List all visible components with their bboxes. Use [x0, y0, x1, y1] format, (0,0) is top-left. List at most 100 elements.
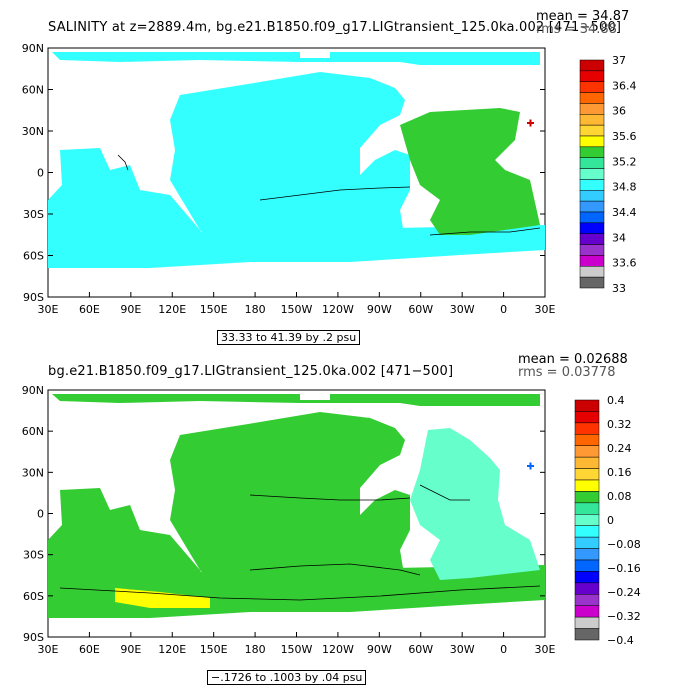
colorbar-swatch	[574, 479, 600, 492]
ocean-fill	[48, 52, 545, 268]
colorbar-swatch	[574, 571, 600, 584]
colorbar-swatch	[574, 468, 600, 481]
salinity-map: 30E 60E 90E 120E 150E 180 150W 120W 90W 60W 30W 0 30…	[22, 42, 637, 316]
x-tick-label: 150W	[281, 643, 313, 656]
colorbar-swatch	[579, 276, 605, 289]
colorbar-swatch	[579, 222, 605, 234]
colorbar-label: 34.4	[612, 206, 637, 219]
colorbar-label: 33	[612, 282, 626, 295]
colorbar-swatch	[579, 81, 605, 93]
x-tick-label: 0	[500, 643, 507, 656]
difference-map: 30E 60E 90E 120E 150E 180 150W 120W 90W 60W 30W 0 30…	[22, 384, 641, 656]
colorbar-swatch	[574, 399, 600, 412]
colorbar-swatch	[574, 525, 600, 538]
y-tick-label: 60S	[23, 250, 44, 263]
panel-title: SALINITY at z=2889.4m, bg.e21.B1850.f09_…	[48, 20, 622, 35]
x-tick-label: 60E	[79, 643, 100, 656]
x-tick-label: 60E	[79, 303, 100, 316]
colorbar-label: 0.08	[607, 490, 632, 503]
colorbar-swatch	[574, 445, 600, 458]
colorbar-swatch	[579, 255, 605, 267]
colorbar-label: 36	[612, 105, 626, 118]
y-tick-label: 60N	[22, 425, 44, 438]
colorbar-swatch	[579, 190, 605, 202]
y-tick-label: 90S	[23, 291, 44, 304]
y-tick-label: 0	[37, 508, 44, 521]
colorbar-label: −0.32	[607, 610, 641, 623]
y-axis: 90N 60N 30N 0 30S 60S 90S	[22, 384, 545, 644]
x-tick-label: 90W	[367, 303, 392, 316]
y-tick-label: 30N	[22, 125, 44, 138]
x-tick-label: 30E	[535, 303, 556, 316]
contour-lines	[59, 484, 541, 601]
difference-panel: bg.e21.B1850.f09_g17.LIGtransient_125.0k…	[0, 350, 700, 700]
colorbar: 37 36.4 36 35.6 35.2 34.8 34.4 34 33.6 33	[579, 54, 637, 295]
x-tick-label: 30E	[38, 303, 59, 316]
colorbar-swatch	[574, 594, 600, 606]
colorbar-swatch	[579, 59, 605, 72]
colorbar-label: 0.24	[607, 442, 632, 455]
x-tick-label: 60W	[408, 303, 433, 316]
x-tick-label: 180	[245, 303, 266, 316]
colorbar-swatch	[574, 411, 600, 424]
colorbar-label: −0.24	[607, 586, 641, 599]
y-tick-label: 30N	[22, 466, 44, 479]
colorbar-label: 36.4	[612, 79, 637, 92]
colorbar-label: 35.6	[612, 130, 637, 143]
colorbar-swatch	[579, 92, 605, 104]
colorbar-swatch	[579, 244, 605, 256]
colorbar-swatch	[579, 200, 605, 213]
x-axis: 30E 60E 90E 120E 150E 180 150W 120W 90W 60W 30W 0 30…	[38, 632, 556, 656]
y-tick-label: 90N	[22, 384, 44, 397]
colorbar-swatch	[574, 605, 600, 618]
x-tick-label: 180	[245, 643, 266, 656]
colorbar-swatch	[574, 536, 600, 549]
colorbar-label: 35.2	[612, 155, 637, 168]
x-tick-label: 30E	[535, 643, 556, 656]
y-tick-label: 60N	[22, 84, 44, 97]
colorbar-label: −0.08	[607, 538, 641, 551]
x-tick-label: 90E	[120, 303, 141, 316]
colorbar-label: 33.6	[612, 257, 637, 270]
colorbar-swatch	[579, 103, 605, 115]
colorbar-label: 0	[607, 514, 614, 527]
colorbar-swatch	[574, 559, 600, 572]
colorbar-swatch	[574, 422, 600, 435]
x-tick-label: 90E	[120, 643, 141, 656]
colorbar-label: 0.4	[607, 394, 625, 407]
colorbar-swatch	[574, 502, 600, 515]
colorbar: 0.4 0.32 0.24 0.16 0.08 0 −0.08 −0.16 −0.24 −0.32…	[574, 394, 641, 647]
colorbar-label: −0.4	[607, 634, 634, 647]
colorbar-swatch	[579, 146, 605, 158]
colorbar-label: −0.16	[607, 562, 641, 575]
contour-lines	[117, 154, 541, 236]
mean-label: mean = 0.02688	[518, 352, 628, 367]
colorbar-swatch	[574, 456, 600, 469]
colorbar-swatch	[574, 491, 600, 504]
colorbar-swatch	[579, 157, 605, 169]
colorbar-swatch	[579, 168, 605, 180]
x-tick-label: 30W	[450, 643, 475, 656]
colorbar-swatch	[574, 514, 600, 526]
colorbar-swatch	[579, 179, 605, 191]
x-tick-label: 120E	[158, 303, 186, 316]
panel-title: bg.e21.B1850.f09_g17.LIGtransient_125.0k…	[48, 364, 454, 379]
colorbar-swatch	[574, 628, 600, 641]
x-tick-label: 60W	[408, 643, 433, 656]
colorbar-swatch	[579, 135, 605, 148]
x-tick-label: 150W	[281, 303, 313, 316]
x-tick-label: 0	[500, 303, 507, 316]
colorbar-label: 0.16	[607, 466, 632, 479]
colorbar-swatch	[579, 233, 605, 245]
x-tick-label: 30W	[450, 303, 475, 316]
colorbar-label: 37	[612, 54, 626, 67]
range-box: 33.33 to 41.39 by .2 psu	[217, 330, 361, 345]
y-tick-label: 0	[37, 167, 44, 180]
x-tick-label: 120W	[322, 643, 354, 656]
x-tick-label: 90W	[367, 643, 392, 656]
colorbar-swatch	[574, 434, 600, 446]
colorbar-swatch	[579, 266, 605, 278]
colorbar-swatch	[579, 211, 605, 224]
rms-label: rms = 0.03778	[518, 365, 616, 380]
x-tick-label: 120W	[322, 303, 354, 316]
